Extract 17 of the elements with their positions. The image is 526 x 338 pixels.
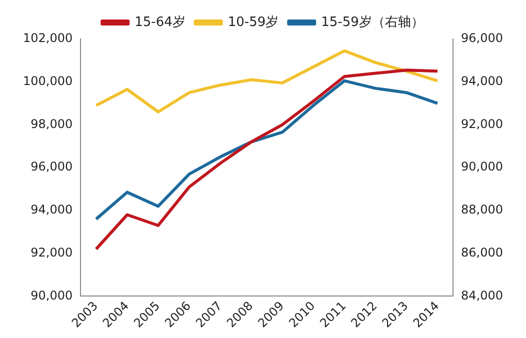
y-tick-label: 92,000 (30, 245, 73, 260)
y2-tick-label: 90,000 (461, 160, 504, 174)
y-tick-label: 90,000 (30, 288, 73, 302)
legend-label: 15-64岁 (134, 14, 186, 30)
legend-label: 15-59岁（右轴） (321, 14, 424, 30)
y2-tick-label: 86,000 (461, 245, 504, 260)
y-tick-label: 102,000 (23, 31, 73, 46)
y-tick-label: 96,000 (30, 160, 73, 174)
y2-tick-label: 96,000 (461, 31, 504, 46)
y2-tick-label: 92,000 (461, 116, 504, 131)
y-tick-label: 94,000 (30, 202, 73, 217)
y2-tick-label: 88,000 (461, 202, 504, 217)
y-tick-label: 98,000 (30, 116, 73, 131)
y-tick-label: 100,000 (23, 74, 73, 88)
y2-tick-label: 94,000 (461, 74, 504, 88)
legend-label: 10-59岁 (228, 14, 279, 30)
y2-tick-label: 84,000 (461, 288, 504, 302)
